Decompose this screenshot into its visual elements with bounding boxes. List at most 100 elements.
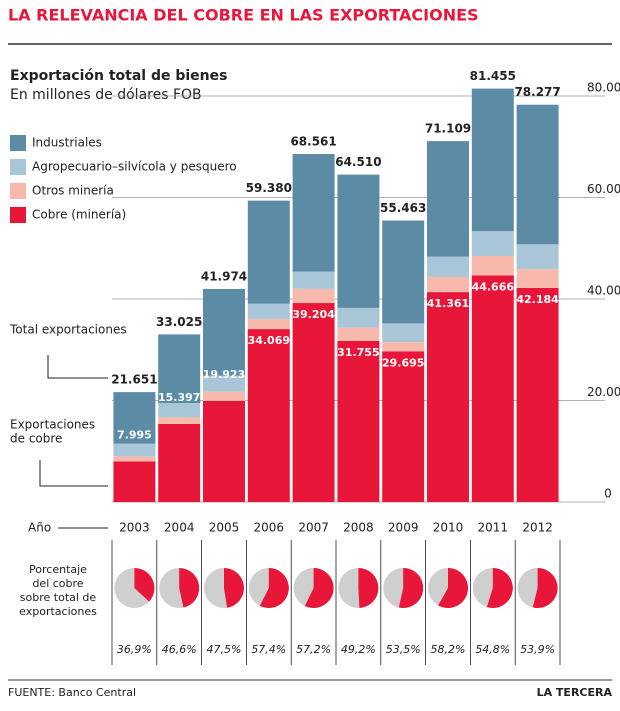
bar-segment	[337, 327, 380, 341]
bar-segment	[516, 287, 559, 502]
bar-segment	[427, 256, 469, 277]
percent-label: 57,4%	[251, 643, 286, 656]
arrow	[39, 460, 108, 487]
bar-segment	[337, 307, 380, 328]
bar-segment	[113, 443, 156, 457]
x-tick-label: 2006	[254, 521, 285, 535]
bar-segment	[247, 318, 290, 330]
bar-segment	[382, 351, 425, 502]
bar-segment	[427, 292, 469, 502]
total-label: 41.974	[201, 269, 247, 283]
x-tick-label: 2008	[343, 521, 374, 535]
percent-title: Porcentaje	[29, 563, 87, 576]
pie-slice	[358, 568, 379, 608]
percent-label: 49,2%	[341, 643, 376, 656]
bar-segment	[203, 288, 245, 376]
copper-label: 19.923	[203, 368, 245, 381]
chart-title: Exportación total de bienes	[10, 68, 227, 84]
x-tick-label: 2004	[164, 521, 195, 535]
y-tick-label: 20.000	[587, 385, 620, 399]
bar-segment	[337, 174, 380, 308]
y-tick-label: 80.000	[587, 81, 620, 95]
bar-segment	[158, 417, 201, 424]
annotation: de cobre	[10, 432, 62, 446]
pie-slice	[179, 568, 200, 608]
bar-segment	[382, 342, 425, 352]
pie-slice	[304, 568, 334, 608]
x-tick-label: 2007	[298, 521, 329, 535]
total-label: 33.025	[156, 315, 202, 329]
copper-label: 42.184	[516, 293, 559, 306]
bar-segment	[203, 400, 245, 502]
bar-segment	[292, 303, 335, 502]
bar-segment	[382, 323, 425, 343]
total-label: 78.277	[514, 85, 560, 99]
pie-slice	[532, 568, 558, 608]
percent-label: 57,2%	[296, 643, 331, 656]
copper-label: 41.361	[427, 297, 469, 310]
percent-label: 46,6%	[162, 643, 197, 656]
annotation: Exportaciones	[10, 418, 95, 432]
bar-segment	[471, 275, 514, 502]
copper-label: 7.995	[117, 428, 152, 441]
bar-segment	[471, 256, 514, 276]
bar-segment	[516, 104, 559, 245]
total-label: 68.561	[290, 135, 336, 149]
legend-swatch	[10, 159, 26, 175]
bar-segment	[247, 329, 290, 502]
percent-label: 54,8%	[475, 643, 510, 656]
brand: LA TERCERA	[537, 686, 613, 699]
copper-label: 29.695	[382, 356, 424, 369]
x-tick-label: 2009	[388, 521, 419, 535]
percent-title: sobre total de	[20, 591, 97, 604]
legend-label: Agropecuario–silvícola y pesquero	[32, 160, 237, 174]
copper-label: 34.069	[248, 334, 290, 347]
annotation: Total exportaciones	[9, 323, 127, 337]
x-tick-label: 2010	[433, 521, 464, 535]
pie-slice	[486, 568, 513, 608]
y-tick-label: 0	[604, 487, 612, 501]
source: FUENTE: Banco Central	[8, 686, 136, 699]
total-label: 59.380	[246, 181, 292, 195]
percent-title: exportaciones	[19, 605, 97, 618]
pie-slice	[438, 568, 468, 609]
percent-label: 53,5%	[386, 643, 421, 656]
copper-label: 39.204	[292, 308, 335, 321]
y-tick-label: 60.000	[587, 182, 620, 196]
total-label: 71.109	[425, 122, 471, 136]
x-tick-label: 2011	[478, 521, 509, 535]
legend-label: Industriales	[32, 136, 102, 150]
pie-slice	[398, 568, 424, 608]
x-tick-label: 2012	[522, 521, 553, 535]
total-label: 81.455	[470, 69, 516, 83]
bar-segment	[158, 403, 201, 418]
pie-slice	[134, 568, 155, 602]
bar-segment	[516, 269, 559, 288]
bar-segment	[158, 423, 201, 502]
x-tick-label: 2005	[209, 521, 240, 535]
pie-slice	[259, 568, 289, 608]
bar-segment	[427, 276, 469, 293]
title: LA RELEVANCIA DEL COBRE EN LAS EXPORTACI…	[8, 6, 479, 25]
bar-segment	[471, 88, 514, 232]
percent-label: 47,5%	[207, 643, 242, 656]
bar-segment	[516, 244, 559, 270]
percent-label: 58,2%	[431, 643, 466, 656]
x-label: Año	[28, 521, 51, 535]
total-label: 21.651	[111, 373, 157, 387]
x-tick-label: 2003	[119, 521, 150, 535]
bar-segment	[113, 456, 156, 462]
bar-segment	[337, 340, 380, 502]
copper-label: 15.397	[158, 391, 200, 404]
pie-slice	[224, 568, 245, 608]
copper-label: 31.755	[337, 346, 379, 359]
bar-segment	[292, 271, 335, 289]
bar-segment	[382, 220, 425, 324]
legend-swatch	[10, 183, 26, 199]
copper-label: 44.666	[472, 280, 515, 293]
bar-segment	[113, 392, 156, 444]
bar-segment	[158, 334, 201, 404]
percent-label: 53,9%	[520, 643, 555, 656]
bar-segment	[247, 303, 290, 319]
